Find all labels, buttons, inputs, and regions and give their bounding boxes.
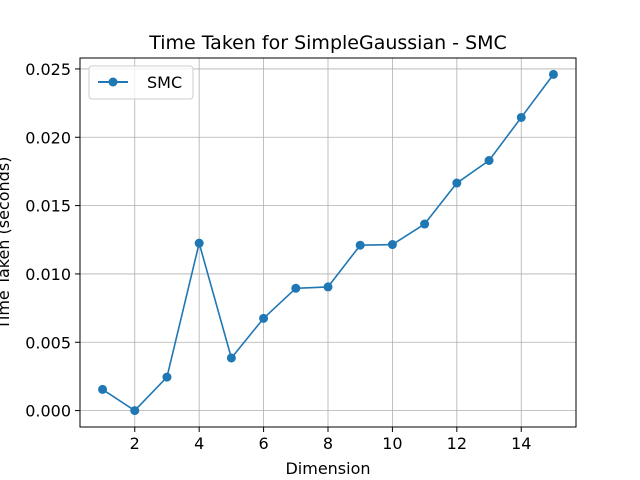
data-point <box>226 353 236 363</box>
legend-label: SMC <box>147 73 182 92</box>
x-tick-label: 14 <box>511 434 531 453</box>
x-tick-label: 4 <box>194 434 204 453</box>
data-point <box>387 240 397 250</box>
y-tick-label: 0.000 <box>25 402 71 421</box>
data-point <box>98 384 108 394</box>
data-point <box>548 69 558 79</box>
legend: SMC <box>88 65 194 100</box>
y-tick-label: 0.025 <box>25 60 71 79</box>
data-point <box>516 112 526 122</box>
data-point <box>259 313 269 323</box>
y-tick-label: 0.005 <box>25 333 71 352</box>
data-point <box>484 156 494 165</box>
data-point <box>420 219 430 229</box>
x-tick-label: 8 <box>323 434 333 453</box>
x-tick-label: 10 <box>382 434 402 453</box>
y-axis-label: Time Taken (seconds) <box>0 157 13 331</box>
series-layer <box>98 69 558 416</box>
y-tick-label: 0.020 <box>25 128 71 147</box>
chart-title: Time Taken for SimpleGaussian - SMC <box>148 32 507 54</box>
y-tick-label: 0.010 <box>25 265 71 284</box>
ticks: 2 4 6 8 10 12 14 0.000 0.005 0.010 0.015 0.020 0.025 <box>25 60 531 453</box>
x-axis-label: Dimension <box>285 459 370 478</box>
data-point <box>194 238 204 248</box>
data-point <box>130 406 140 416</box>
x-tick-label: 2 <box>130 434 140 453</box>
legend-box <box>88 65 194 100</box>
x-tick-label: 12 <box>447 434 467 453</box>
legend-marker-swatch <box>108 77 118 87</box>
x-tick-label: 6 <box>258 434 268 453</box>
data-point <box>162 372 172 382</box>
data-point <box>291 283 301 293</box>
data-point <box>452 178 462 188</box>
data-point <box>323 282 333 292</box>
y-tick-label: 0.015 <box>25 197 71 216</box>
data-point <box>355 240 365 250</box>
